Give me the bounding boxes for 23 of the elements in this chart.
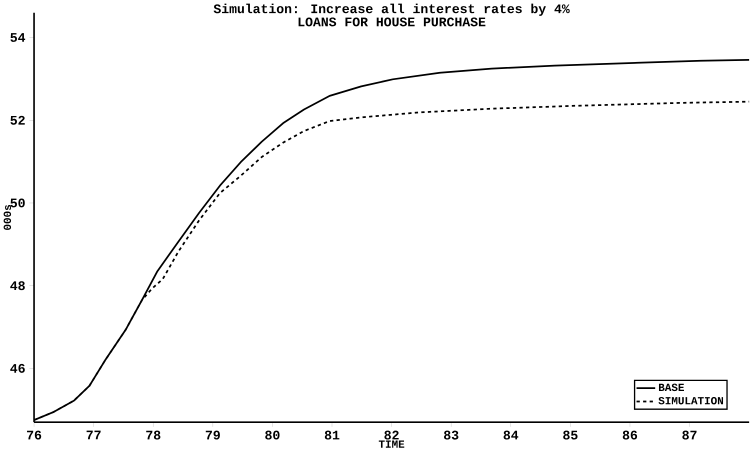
x-axis-title: TIME [378,440,404,448]
x-tick-label: 86 [622,430,638,440]
x-tick-label: 84 [504,430,518,440]
x-tick-label: 80 [265,430,280,440]
x-tick-label: 77 [86,430,101,440]
legend-label: SIMULATION [658,396,724,404]
x-tick-label: 78 [146,430,160,440]
chart-title: Simulation: Increase all interest rates by 4% [214,3,570,16]
y-tick-label: 54 [10,33,26,42]
x-tick-label: 79 [206,430,220,440]
x-tick-label: 82 [384,430,399,440]
legend-label: BASE [658,384,684,391]
x-tick-label: 85 [563,430,578,440]
x-tick-label: 87 [682,430,697,440]
x-tick-label: 83 [444,430,458,440]
chart-subtitle: LOANS FOR HOUSE PURCHASE [298,17,486,26]
y-tick-label: 52 [10,116,25,125]
y-tick-label: 46 [10,364,25,373]
y-tick-label: 50 [10,198,25,208]
x-tick-label: 76 [27,430,42,440]
y-axis-title: 000s [4,204,12,230]
y-tick-label: 48 [10,281,25,290]
x-tick-label: 81 [324,430,340,440]
